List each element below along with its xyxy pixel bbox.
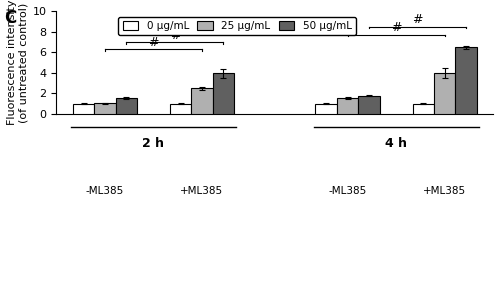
Text: -ML385: -ML385 xyxy=(328,186,366,196)
Bar xyxy=(192,88,212,114)
Bar xyxy=(358,95,380,114)
Bar xyxy=(73,104,94,114)
Text: 4 h: 4 h xyxy=(385,137,407,150)
Bar xyxy=(170,104,192,114)
Text: 2 h: 2 h xyxy=(142,137,165,150)
Text: C: C xyxy=(4,9,16,27)
Bar xyxy=(94,103,116,114)
Bar xyxy=(337,98,358,114)
Bar xyxy=(455,47,476,114)
Bar xyxy=(212,74,234,114)
Bar xyxy=(412,104,434,114)
Y-axis label: Fluorescence intensity
(of untreated control): Fluorescence intensity (of untreated con… xyxy=(7,0,28,126)
Text: #: # xyxy=(412,13,422,26)
Legend: 0 µg/mL, 25 µg/mL, 50 µg/mL: 0 µg/mL, 25 µg/mL, 50 µg/mL xyxy=(118,16,356,35)
Text: #: # xyxy=(391,21,402,34)
Text: +ML385: +ML385 xyxy=(180,186,224,196)
Bar xyxy=(316,104,337,114)
Bar xyxy=(116,98,137,114)
Bar xyxy=(434,73,455,114)
Text: +ML385: +ML385 xyxy=(423,186,466,196)
Text: -ML385: -ML385 xyxy=(86,186,124,196)
Text: #: # xyxy=(170,29,180,41)
Text: #: # xyxy=(148,36,158,49)
